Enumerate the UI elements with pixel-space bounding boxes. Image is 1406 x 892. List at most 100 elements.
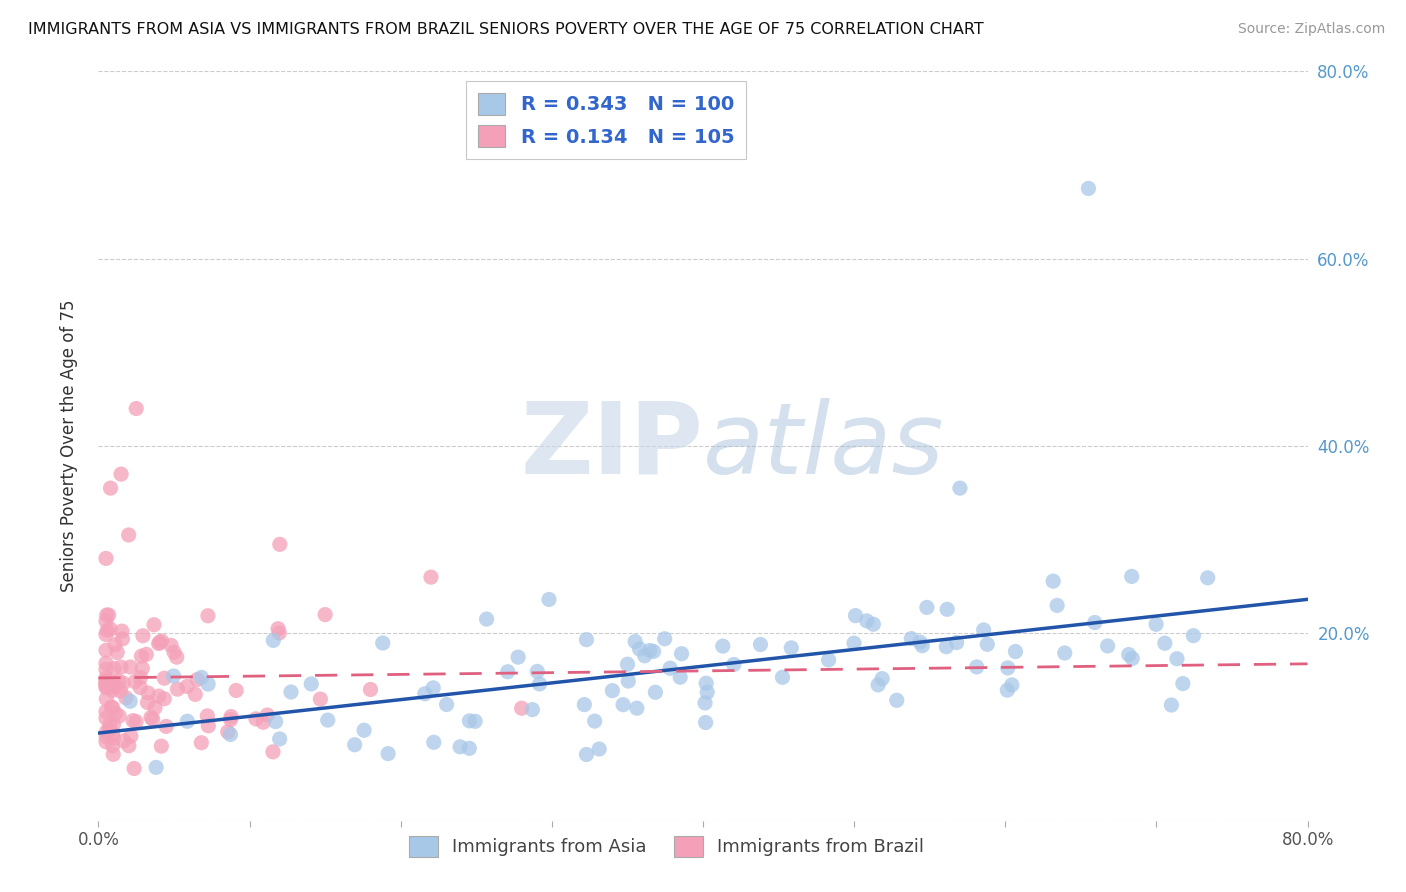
Point xyxy=(316,713,339,727)
Point xyxy=(583,714,606,728)
Point xyxy=(654,632,676,646)
Point xyxy=(911,639,934,653)
Point xyxy=(475,612,498,626)
Point xyxy=(104,638,127,652)
Point xyxy=(120,660,142,674)
Point xyxy=(176,680,198,694)
Point xyxy=(219,713,242,727)
Point xyxy=(111,632,134,646)
Point xyxy=(94,656,117,670)
Point xyxy=(695,715,717,730)
Point xyxy=(669,670,692,684)
Point xyxy=(122,714,145,728)
Point xyxy=(160,638,183,652)
Point xyxy=(817,653,839,667)
Point xyxy=(115,690,138,705)
Point xyxy=(371,636,394,650)
Point xyxy=(153,691,176,706)
Point xyxy=(94,663,117,677)
Point xyxy=(262,745,284,759)
Point xyxy=(94,627,117,641)
Point xyxy=(1046,599,1069,613)
Point xyxy=(966,660,988,674)
Point xyxy=(842,636,865,650)
Point xyxy=(1042,574,1064,589)
Point xyxy=(94,711,117,725)
Point xyxy=(695,676,717,690)
Point xyxy=(219,727,242,741)
Point xyxy=(1077,181,1099,195)
Point xyxy=(936,602,959,616)
Point xyxy=(458,741,481,756)
Point xyxy=(634,648,657,663)
Point xyxy=(643,644,665,658)
Point xyxy=(103,661,125,675)
Point xyxy=(100,481,122,495)
Point xyxy=(711,639,734,653)
Point xyxy=(628,642,651,657)
Point xyxy=(1001,678,1024,692)
Point xyxy=(458,714,481,728)
Point xyxy=(575,632,598,647)
Point xyxy=(449,739,471,754)
Point xyxy=(522,703,544,717)
Point xyxy=(135,648,157,662)
Point xyxy=(1121,651,1143,665)
Point xyxy=(870,672,893,686)
Point xyxy=(575,747,598,762)
Point xyxy=(1197,571,1219,585)
Point xyxy=(856,614,879,628)
Point xyxy=(94,679,117,693)
Point xyxy=(693,696,716,710)
Point xyxy=(150,739,173,753)
Point xyxy=(96,624,118,638)
Point xyxy=(696,685,718,699)
Point xyxy=(101,727,124,741)
Point xyxy=(110,660,132,674)
Point xyxy=(377,747,399,761)
Point xyxy=(131,661,153,675)
Point xyxy=(120,694,142,708)
Point xyxy=(148,636,170,650)
Point xyxy=(143,701,166,715)
Point xyxy=(111,624,134,639)
Point xyxy=(94,735,117,749)
Point xyxy=(96,730,118,744)
Point xyxy=(118,739,141,753)
Point xyxy=(112,734,135,748)
Text: ZIP: ZIP xyxy=(520,398,703,494)
Point xyxy=(104,680,127,694)
Point xyxy=(190,670,212,684)
Point xyxy=(149,635,172,649)
Point xyxy=(299,677,322,691)
Point xyxy=(537,592,560,607)
Point xyxy=(94,705,117,719)
Point xyxy=(142,712,165,726)
Point xyxy=(153,671,176,685)
Point xyxy=(129,681,152,695)
Point xyxy=(309,692,332,706)
Point xyxy=(166,682,188,697)
Point xyxy=(139,710,162,724)
Point xyxy=(132,629,155,643)
Point xyxy=(264,714,287,729)
Point xyxy=(886,693,908,707)
Point xyxy=(949,481,972,495)
Point xyxy=(413,687,436,701)
Point xyxy=(136,696,159,710)
Legend: Immigrants from Asia, Immigrants from Brazil: Immigrants from Asia, Immigrants from Br… xyxy=(402,829,932,864)
Point xyxy=(125,714,148,729)
Point xyxy=(155,719,177,733)
Point xyxy=(945,635,967,649)
Point xyxy=(1182,629,1205,643)
Point xyxy=(122,762,145,776)
Point xyxy=(862,617,884,632)
Text: atlas: atlas xyxy=(703,398,945,494)
Point xyxy=(125,401,148,416)
Point xyxy=(1053,646,1076,660)
Point xyxy=(510,701,533,715)
Point xyxy=(118,528,141,542)
Point xyxy=(186,673,208,687)
Point xyxy=(1084,615,1107,630)
Point xyxy=(900,632,922,646)
